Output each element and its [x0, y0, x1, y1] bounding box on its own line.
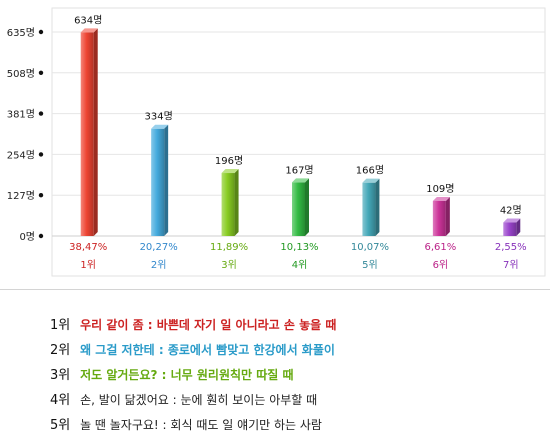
bar-side [516, 218, 521, 236]
y-tick-label: 381명 [7, 109, 35, 121]
bar-chart: 0명 127명 254명 381명 508명 635명 634명 38,47% 1위 334명 20… [7, 7, 546, 277]
percent-label: 10,07% [351, 242, 389, 253]
category-label: 6위 [433, 258, 449, 271]
bar-side [375, 178, 380, 236]
tick-dot [38, 152, 44, 157]
category-label: 5위 [362, 258, 378, 271]
bar [151, 128, 165, 236]
legend-text: 너무 원리원칙만 따질 때 [170, 368, 294, 382]
legend-title: 왜 그걸 저한테 : [80, 343, 168, 357]
bar-top [432, 196, 450, 201]
legend-row-1: 1위 우리 같이 좀 : 바쁜데 자기 일 아니라고 손 놓을 때 [50, 313, 545, 338]
legend-row-5: 5위 놀 땐 놀자구요! : 회식 때도 일 얘기만 하는 사람 [50, 413, 545, 438]
legend-text: 눈에 훤히 보이는 아부할 때 [180, 393, 318, 407]
bar [80, 32, 94, 236]
legend-text: 종로에서 빰맞고 한강에서 화풀이 [167, 343, 335, 357]
bar-top [362, 178, 380, 183]
bar [362, 182, 376, 236]
value-label: 634명 [74, 14, 102, 26]
tick-dot [38, 111, 44, 116]
value-label: 109명 [426, 183, 454, 195]
legend-rank: 1위 [50, 318, 71, 333]
bar [503, 222, 517, 236]
bar-top [292, 178, 309, 183]
divider [0, 289, 550, 290]
y-tick-label: 635명 [7, 27, 35, 39]
category-label: 4위 [292, 258, 308, 271]
legend-text: 바쁜데 자기 일 아니라고 손 놓을 때 [156, 318, 337, 332]
legend-rank: 3위 [50, 368, 71, 383]
tick-dot [38, 70, 44, 76]
legend-text: 회식 때도 일 얘기만 하는 사람 [170, 418, 322, 432]
tick-dot [38, 233, 44, 239]
value-label: 334명 [144, 111, 172, 123]
bar-side [93, 28, 98, 237]
bar-top [80, 28, 98, 33]
value-label: 42명 [500, 205, 522, 217]
bar [221, 173, 235, 236]
percent-label: 6,61% [424, 242, 456, 253]
legend-title: 우리 같이 좀 : [80, 318, 157, 332]
y-tick-label: 0명 [19, 231, 35, 243]
percent-label: 2,55% [495, 242, 527, 253]
value-label: 196명 [215, 155, 243, 167]
bar-side [305, 178, 309, 236]
bar-side [234, 169, 239, 236]
bar-top [151, 124, 169, 129]
category-label: 1위 [80, 258, 96, 271]
legend: 1위 우리 같이 좀 : 바쁜데 자기 일 아니라고 손 놓을 때 2위 왜 그… [50, 313, 545, 438]
plot-frame [51, 7, 546, 277]
legend-rank: 4위 [50, 393, 71, 408]
value-label: 167명 [285, 164, 313, 176]
legend-row-2: 2위 왜 그걸 저한테 : 종로에서 빰맞고 한강에서 화풀이 [50, 338, 545, 363]
y-tick-label: 508명 [7, 68, 35, 80]
percent-label: 38,47% [69, 242, 107, 253]
legend-title: 저도 알거든요? : [80, 368, 171, 382]
legend-title: 손, 발이 닮겠어요 : [80, 393, 181, 407]
legend-rank: 5위 [50, 418, 71, 433]
bar [292, 182, 305, 236]
category-label: 7위 [503, 258, 519, 271]
legend-title: 놀 땐 놀자구요! : [80, 418, 171, 432]
category-label: 2위 [151, 258, 167, 271]
legend-row-3: 3위 저도 알거든요? : 너무 원리원칙만 따질 때 [50, 363, 545, 388]
percent-label: 10,13% [280, 242, 318, 253]
category-label: 3위 [221, 258, 237, 271]
bar-top [503, 218, 521, 223]
legend-rank: 2위 [50, 343, 71, 358]
bar [432, 200, 446, 236]
legend-row-4: 4위 손, 발이 닮겠어요 : 눈에 훤히 보이는 아부할 때 [50, 388, 545, 413]
bar-side [164, 124, 169, 236]
tick-dot [38, 193, 44, 198]
tick-dot [38, 29, 44, 35]
y-tick-label: 254명 [7, 149, 35, 161]
value-label: 166명 [356, 165, 384, 177]
bar-side [445, 196, 450, 236]
y-tick-label: 127명 [7, 190, 35, 202]
percent-label: 20,27% [140, 242, 178, 253]
bar-top [221, 169, 239, 174]
percent-label: 11,89% [210, 242, 248, 253]
